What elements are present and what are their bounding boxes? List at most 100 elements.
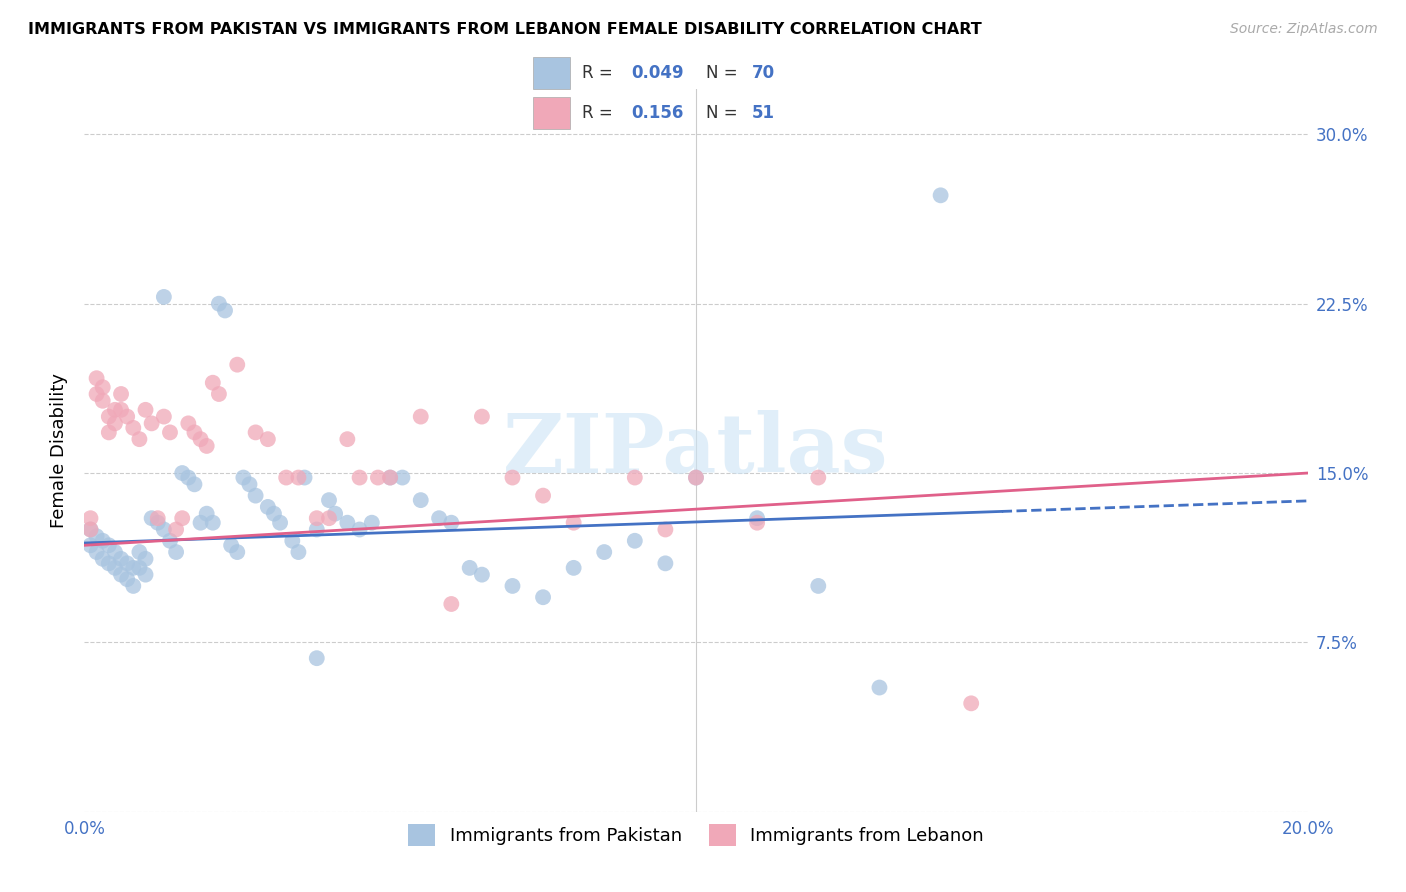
Point bbox=[276, 470, 298, 484]
Legend: Immigrants from Pakistan, Immigrants from Lebanon: Immigrants from Pakistan, Immigrants fro… bbox=[401, 817, 991, 854]
Point bbox=[281, 533, 304, 548]
Text: Source: ZipAtlas.com: Source: ZipAtlas.com bbox=[1230, 22, 1378, 37]
Point bbox=[747, 516, 769, 530]
Point bbox=[115, 572, 138, 586]
Point bbox=[153, 523, 176, 537]
Point bbox=[807, 579, 830, 593]
Point bbox=[79, 538, 101, 552]
Point bbox=[654, 523, 676, 537]
Point bbox=[115, 409, 138, 424]
Point bbox=[360, 516, 382, 530]
Text: N =: N = bbox=[706, 104, 742, 122]
Point bbox=[110, 567, 132, 582]
Point bbox=[502, 579, 524, 593]
Point bbox=[135, 551, 157, 566]
Point bbox=[159, 533, 181, 548]
Text: R =: R = bbox=[582, 104, 619, 122]
Point bbox=[153, 409, 176, 424]
Point bbox=[172, 511, 194, 525]
Point bbox=[747, 511, 769, 525]
Point bbox=[165, 523, 187, 537]
Point bbox=[104, 545, 127, 559]
Point bbox=[257, 500, 280, 514]
Point bbox=[183, 425, 205, 440]
Point bbox=[86, 387, 108, 401]
Point bbox=[226, 545, 249, 559]
Point bbox=[190, 516, 212, 530]
Point bbox=[562, 561, 585, 575]
Point bbox=[318, 493, 340, 508]
Point bbox=[305, 651, 328, 665]
Point bbox=[427, 511, 450, 525]
Point bbox=[208, 387, 231, 401]
Point bbox=[128, 432, 150, 446]
Point bbox=[440, 516, 463, 530]
Point bbox=[110, 387, 132, 401]
Text: 0.156: 0.156 bbox=[631, 104, 683, 122]
Point bbox=[245, 425, 267, 440]
Point bbox=[128, 545, 150, 559]
Point bbox=[593, 545, 616, 559]
Point bbox=[471, 409, 494, 424]
Point bbox=[349, 523, 371, 537]
Point bbox=[177, 470, 200, 484]
Point bbox=[869, 681, 891, 695]
Point bbox=[960, 696, 983, 710]
Point bbox=[165, 545, 187, 559]
Point bbox=[440, 597, 463, 611]
Point bbox=[219, 538, 242, 552]
Point bbox=[115, 557, 138, 571]
Point bbox=[86, 545, 108, 559]
Point bbox=[135, 567, 157, 582]
Point bbox=[195, 507, 218, 521]
Point bbox=[654, 557, 676, 571]
Point bbox=[153, 290, 176, 304]
Point bbox=[531, 489, 554, 503]
Point bbox=[79, 523, 101, 537]
Text: ZIPatlas: ZIPatlas bbox=[503, 410, 889, 491]
Point bbox=[263, 507, 285, 521]
Point bbox=[305, 523, 328, 537]
Point bbox=[97, 538, 120, 552]
Point bbox=[208, 296, 231, 310]
Point bbox=[305, 511, 328, 525]
Text: IMMIGRANTS FROM PAKISTAN VS IMMIGRANTS FROM LEBANON FEMALE DISABILITY CORRELATIO: IMMIGRANTS FROM PAKISTAN VS IMMIGRANTS F… bbox=[28, 22, 981, 37]
Point bbox=[91, 393, 114, 408]
Point bbox=[531, 591, 554, 605]
Point bbox=[86, 371, 108, 385]
Point bbox=[146, 511, 169, 525]
Bar bbox=[533, 57, 569, 89]
Bar bbox=[533, 97, 569, 129]
Point bbox=[104, 417, 127, 431]
Point bbox=[391, 470, 413, 484]
Point bbox=[458, 561, 481, 575]
Point bbox=[104, 561, 127, 575]
Point bbox=[624, 533, 647, 548]
Point bbox=[380, 470, 402, 484]
Point bbox=[336, 516, 359, 530]
Point bbox=[122, 561, 145, 575]
Point bbox=[336, 432, 359, 446]
Point bbox=[91, 533, 114, 548]
Point bbox=[201, 376, 224, 390]
Point bbox=[294, 470, 316, 484]
Point bbox=[122, 579, 145, 593]
Point bbox=[409, 409, 432, 424]
Point bbox=[245, 489, 267, 503]
Point bbox=[141, 417, 163, 431]
Point bbox=[502, 470, 524, 484]
Point bbox=[409, 493, 432, 508]
Point bbox=[562, 516, 585, 530]
Point bbox=[122, 421, 145, 435]
Point bbox=[380, 470, 402, 484]
Point bbox=[146, 516, 169, 530]
Point bbox=[172, 466, 194, 480]
Point bbox=[257, 432, 280, 446]
Point bbox=[190, 432, 212, 446]
Point bbox=[177, 417, 200, 431]
Point bbox=[91, 380, 114, 394]
Point bbox=[97, 557, 120, 571]
Point bbox=[269, 516, 291, 530]
Point bbox=[318, 511, 340, 525]
Point bbox=[91, 551, 114, 566]
